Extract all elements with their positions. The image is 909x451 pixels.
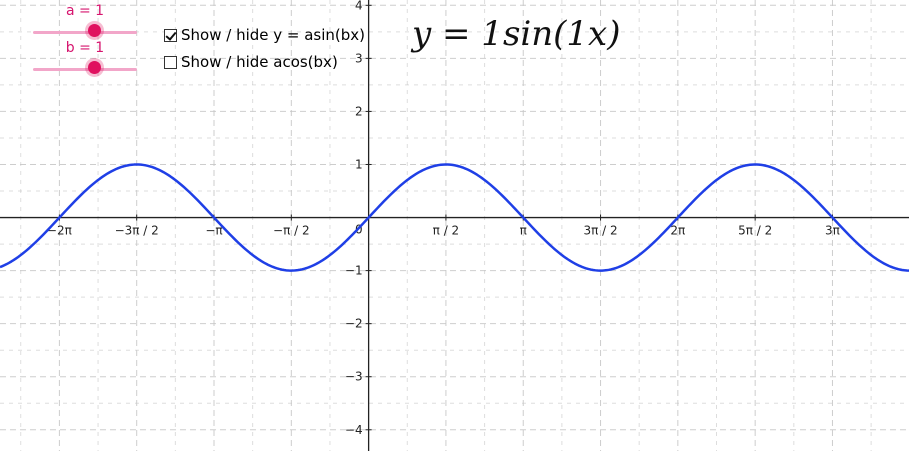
slider-b-knob[interactable] (88, 61, 101, 74)
slider-b-track[interactable] (33, 68, 137, 71)
tick-labels: −2π −3π / 2 −π −π / 2 π / 2 π 3π / 2 2π 5π / 2 3π… (47, 0, 840, 437)
y-tick-label: −3 (345, 370, 363, 384)
checkbox-asin-box[interactable] (164, 28, 177, 42)
y-tick-label: 2 (355, 104, 363, 118)
x-tick-label: 3π / 2 (583, 224, 617, 238)
slider-a-track[interactable] (33, 31, 137, 34)
y-tick-label: −2 (345, 317, 363, 331)
x-tick-label: 3π (825, 224, 840, 238)
y-tick-label: 4 (355, 0, 363, 12)
slider-b-label: b = 1 (65, 40, 105, 56)
x-tick-label: −3π / 2 (115, 224, 159, 238)
slider-a[interactable]: a = 1 (33, 3, 137, 38)
y-tick-label: −4 (345, 423, 363, 437)
checkbox-show-acos[interactable]: Show / hide acos(bx) (164, 52, 338, 72)
slider-a-knob[interactable] (88, 24, 101, 37)
checkbox-asin-label: Show / hide y = asin(bx) (181, 26, 366, 44)
x-tick-label: −2π (47, 224, 72, 238)
x-tick-label: −π / 2 (273, 224, 310, 238)
equation-text: y = 1sin(1x) (412, 14, 621, 54)
slider-b[interactable]: b = 1 (33, 40, 137, 75)
sine-curve-path[interactable] (0, 163, 909, 272)
y-tick-label: 1 (355, 157, 363, 171)
checkbox-acos-label: Show / hide acos(bx) (181, 53, 338, 71)
x-tick-label: 5π / 2 (738, 224, 772, 238)
y-tick-label: 3 (355, 51, 363, 65)
sine-curve[interactable] (0, 163, 909, 272)
y-tick-label: −1 (345, 264, 363, 278)
checkbox-show-asin[interactable]: Show / hide y = asin(bx) (164, 25, 365, 45)
checkbox-acos-box[interactable] (164, 55, 177, 69)
x-tick-label: π / 2 (433, 224, 460, 238)
x-tick-label: 2π (670, 224, 685, 238)
x-tick-label: π (520, 224, 527, 238)
x-tick-label: −π (205, 224, 222, 238)
checkmark-icon (165, 28, 177, 41)
slider-a-label: a = 1 (65, 3, 105, 19)
